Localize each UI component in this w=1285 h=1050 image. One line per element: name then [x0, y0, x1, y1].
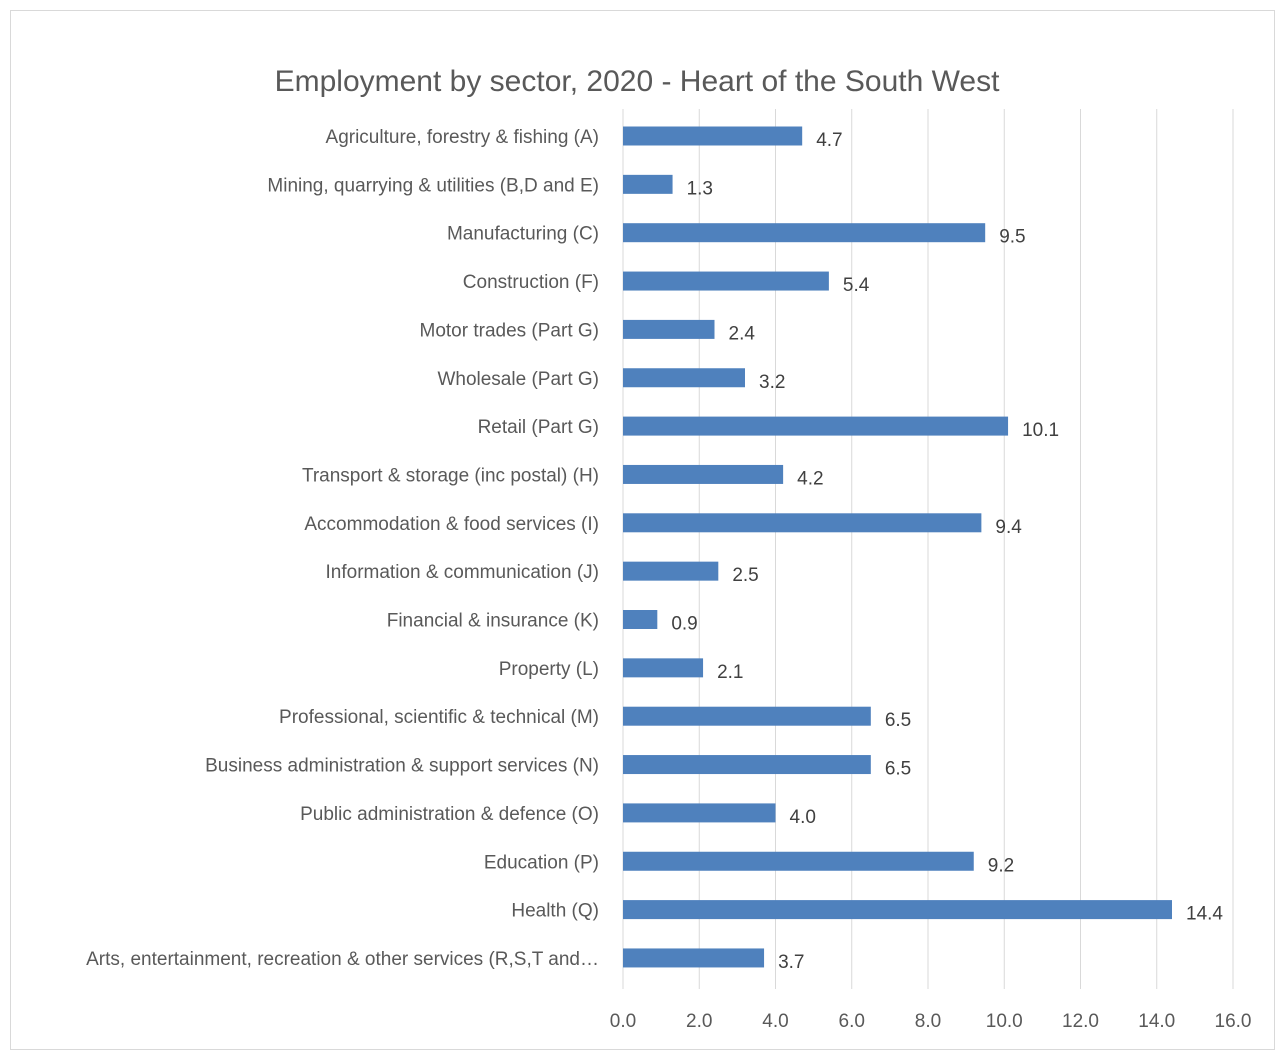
data-label: 6.5	[885, 759, 911, 780]
bar	[623, 319, 715, 339]
bar	[623, 223, 986, 243]
x-tick-label: 2.0	[686, 1011, 712, 1032]
x-tick-label: 16.0	[1215, 1011, 1252, 1032]
bar	[623, 561, 719, 581]
x-tick-label: 0.0	[610, 1011, 636, 1032]
bar	[623, 803, 776, 823]
category-label: Professional, scientific & technical (M)	[279, 707, 599, 728]
category-label: Retail (Part G)	[478, 417, 599, 438]
category-label: Transport & storage (inc postal) (H)	[302, 465, 599, 486]
category-label: Motor trades (Part G)	[420, 320, 600, 341]
bar	[623, 271, 829, 291]
bar	[623, 900, 1172, 920]
category-label: Health (Q)	[511, 901, 599, 922]
data-labels: 4.7 1.3 9.5 5.4 2.4 3.2 10.1 4.2 9.4 2.5 0.9 2.1 6.5…	[671, 130, 1223, 973]
chart-frame: Employment by sector, 2020 - Heart of th…	[10, 10, 1275, 1050]
bar	[623, 513, 982, 533]
bars	[623, 126, 1172, 968]
data-label: 3.2	[759, 372, 785, 393]
chart-title: Employment by sector, 2020 - Heart of th…	[275, 65, 1000, 98]
category-label: Manufacturing (C)	[447, 224, 599, 245]
x-axis-ticks: 0.0 2.0 4.0 6.0 8.0 10.0 12.0 14.0 16.0	[610, 1011, 1252, 1032]
gridlines	[622, 109, 1234, 989]
data-label: 10.1	[1022, 420, 1059, 441]
bar	[623, 610, 658, 629]
bar	[623, 416, 1009, 436]
x-tick-label: 10.0	[986, 1011, 1023, 1032]
data-label: 3.7	[778, 952, 804, 973]
category-label: Education (P)	[484, 852, 599, 873]
data-label: 14.4	[1186, 904, 1223, 925]
bar	[623, 368, 745, 388]
category-label: Public administration & defence (O)	[300, 804, 599, 825]
bar	[623, 948, 765, 968]
category-labels: Agriculture, forestry & fishing (A) Minin…	[86, 127, 599, 970]
bar	[623, 464, 784, 484]
x-tick-label: 8.0	[915, 1011, 941, 1032]
data-label: 0.9	[671, 614, 697, 635]
data-label: 5.4	[843, 275, 870, 296]
x-tick-label: 12.0	[1062, 1011, 1099, 1032]
data-label: 2.5	[732, 565, 758, 586]
category-label: Business administration & support servic…	[205, 756, 599, 777]
bar	[623, 706, 871, 726]
x-tick-label: 14.0	[1138, 1011, 1175, 1032]
category-label: Arts, entertainment, recreation & other …	[86, 949, 599, 970]
x-tick-label: 6.0	[839, 1011, 865, 1032]
category-label: Financial & insurance (K)	[387, 611, 599, 632]
category-label: Mining, quarrying & utilities (B,D and E…	[267, 175, 599, 196]
category-label: Property (L)	[499, 659, 599, 680]
category-label: Construction (F)	[463, 272, 599, 293]
data-label: 1.3	[687, 178, 713, 199]
data-label: 6.5	[885, 710, 911, 731]
data-label: 2.1	[717, 662, 743, 683]
data-label: 4.0	[790, 807, 816, 828]
bar	[623, 851, 974, 871]
category-label: Accommodation & food services (I)	[304, 514, 599, 535]
x-tick-label: 4.0	[762, 1011, 788, 1032]
bar	[623, 755, 871, 775]
data-label: 2.4	[729, 323, 756, 344]
bar	[623, 658, 704, 678]
data-label: 9.4	[995, 517, 1022, 538]
bar-chart: Employment by sector, 2020 - Heart of th…	[86, 65, 1252, 1032]
data-label: 4.2	[797, 468, 823, 489]
data-label: 9.2	[988, 855, 1014, 876]
data-label: 9.5	[999, 227, 1025, 248]
bar	[623, 126, 803, 146]
category-label: Agriculture, forestry & fishing (A)	[326, 127, 599, 148]
bar	[623, 174, 673, 194]
data-label: 4.7	[816, 130, 842, 151]
category-label: Information & communication (J)	[326, 562, 600, 583]
category-label: Wholesale (Part G)	[437, 369, 599, 390]
